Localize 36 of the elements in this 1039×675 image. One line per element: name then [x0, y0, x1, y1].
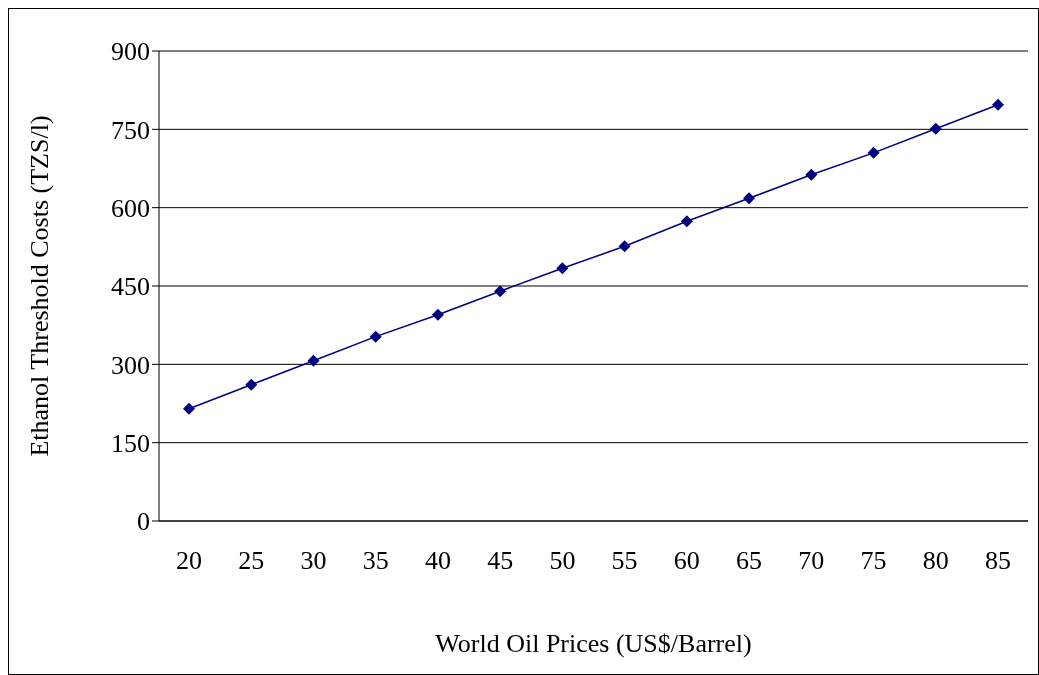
x-tick-label: 35	[362, 546, 389, 576]
point	[929, 122, 942, 135]
point	[369, 330, 382, 343]
x-tick-label: 70	[798, 546, 825, 576]
x-tick-label: 30	[300, 546, 327, 576]
point	[183, 402, 195, 415]
x-tick-label: 85	[985, 546, 1011, 576]
point	[431, 308, 444, 321]
x-tick-label: 60	[673, 546, 700, 576]
point	[494, 285, 507, 298]
x-tick-label: 80	[922, 546, 949, 576]
x-axis-title: World Oil Prices (US$/Barrel)	[435, 629, 752, 658]
point	[680, 215, 693, 228]
y-tick-label: 300	[111, 350, 150, 380]
point	[556, 262, 569, 275]
y-tick-label: 150	[111, 428, 150, 458]
point	[618, 240, 631, 253]
x-tick-label: 55	[611, 546, 638, 576]
y-tick-label: 750	[111, 115, 150, 145]
y-tick-label: 450	[111, 272, 150, 302]
y-axis-title: Ethanol Threshold Costs (TZS/l)	[25, 115, 55, 457]
y-tick-label: 900	[111, 37, 150, 67]
point	[743, 192, 756, 205]
x-tick-label: 25	[238, 546, 265, 576]
x-tick-label: 50	[549, 546, 576, 576]
point	[245, 378, 258, 391]
x-tick-label: 20	[176, 546, 202, 576]
point	[992, 98, 1004, 111]
x-tick-label: 40	[424, 546, 451, 576]
y-tick-label: 600	[111, 193, 150, 223]
point	[307, 354, 320, 367]
x-tick-label: 65	[736, 546, 763, 576]
y-tick-label: 0	[137, 507, 150, 537]
x-tick-label: 45	[487, 546, 514, 576]
x-tick-label: 75	[860, 546, 887, 576]
point	[805, 168, 818, 181]
